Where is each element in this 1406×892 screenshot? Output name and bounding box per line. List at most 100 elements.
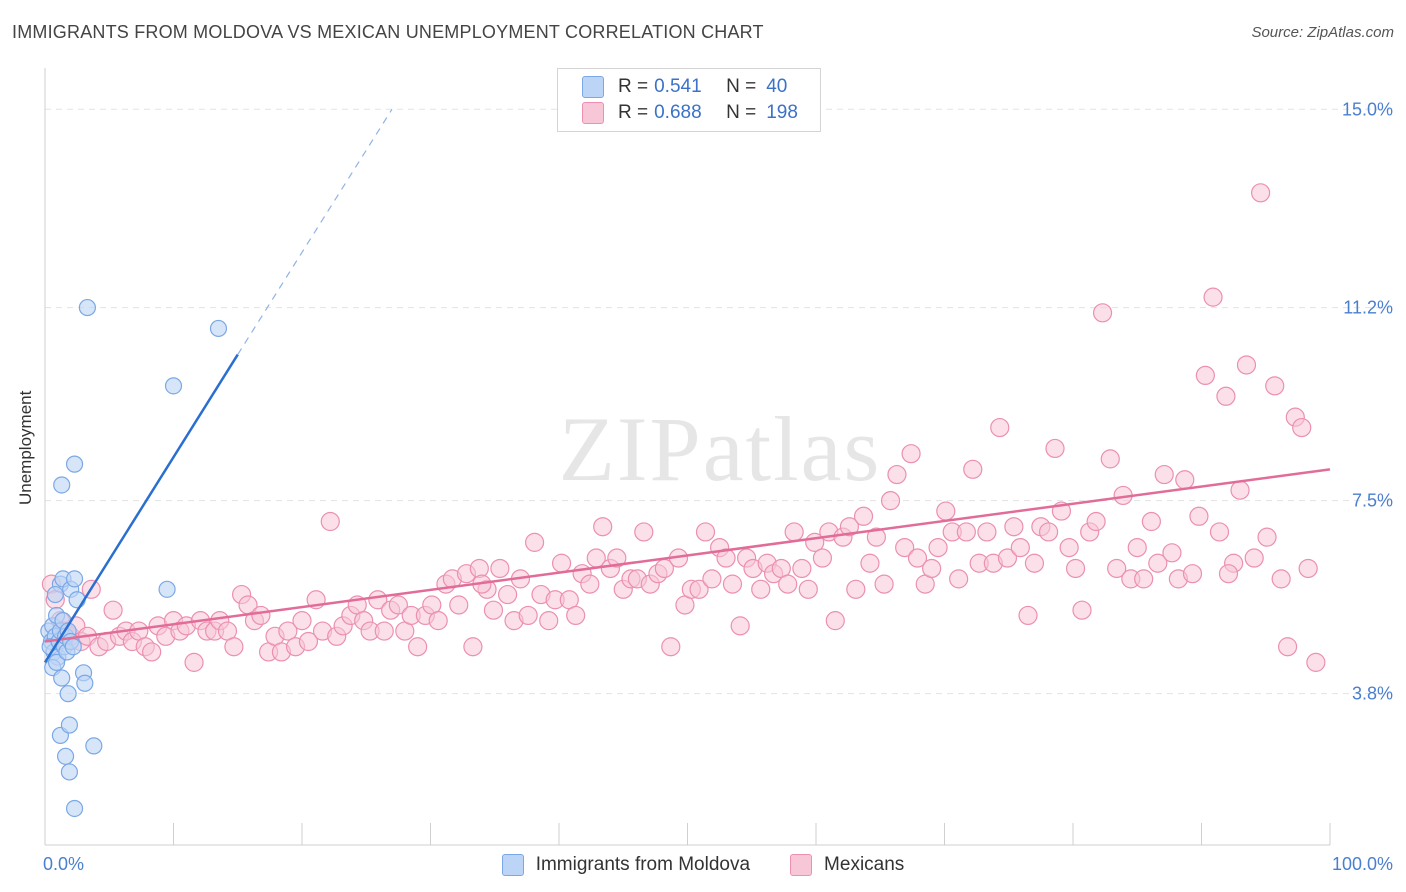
- data-point-moldova: [158, 580, 176, 598]
- legend-row-moldova: R = 0.541 N = 40: [582, 75, 787, 99]
- legend-n-label: N =: [726, 102, 757, 123]
- watermark: ZIPatlas: [559, 398, 882, 500]
- data-point-mexicans: [936, 501, 956, 521]
- data-point-mexicans: [901, 444, 921, 464]
- data-point-mexicans: [874, 574, 894, 594]
- x-tick-labels: 0.0% 100.0%: [43, 854, 1393, 874]
- data-point-mexicans: [812, 548, 833, 568]
- data-point-mexicans: [798, 579, 818, 599]
- data-point-mexicans: [1162, 543, 1182, 563]
- data-point-mexicans: [784, 522, 804, 542]
- data-point-moldova: [76, 674, 94, 692]
- data-point-moldova: [60, 763, 79, 781]
- data-point-mexicans: [278, 621, 298, 641]
- data-point-mexicans: [1189, 506, 1209, 526]
- data-point-mexicans: [408, 637, 428, 657]
- data-point-mexicans: [251, 605, 271, 626]
- data-point-moldova: [209, 319, 228, 338]
- data-point-mexicans: [518, 605, 538, 626]
- data-point-mexicans: [860, 553, 880, 573]
- data-point-mexicans: [730, 616, 750, 636]
- data-point-mexicans: [895, 537, 915, 558]
- data-point-mexicans: [1257, 527, 1277, 547]
- axes: [44, 68, 1331, 846]
- data-point-moldova: [65, 799, 84, 818]
- data-point-mexicans: [1195, 365, 1215, 386]
- data-point-mexicans: [607, 548, 627, 568]
- data-point-mexicans: [1107, 558, 1127, 579]
- data-point-moldova: [164, 377, 183, 395]
- legend-n-value: 198: [766, 102, 798, 123]
- data-point-mexicans: [1154, 464, 1174, 485]
- data-point-mexicans: [524, 532, 545, 552]
- data-point-mexicans: [490, 558, 510, 579]
- data-point-mexicans: [593, 517, 613, 537]
- trend-lines: [43, 108, 1331, 664]
- data-point-mexicans: [1004, 517, 1024, 537]
- data-point-mexicans: [1045, 438, 1065, 459]
- y-tick-label: 11.2%: [1343, 298, 1393, 318]
- data-point-mexicans: [661, 637, 681, 657]
- data-point-moldova: [78, 298, 97, 317]
- trend-line-moldova-extension: [237, 108, 393, 355]
- legend-swatch-mexicans: [582, 102, 604, 124]
- series-swatch-moldova: [501, 854, 524, 876]
- series-legend-moldova[interactable]: Immigrants from Moldova: [501, 852, 751, 878]
- data-point-mexicans: [792, 558, 812, 579]
- data-point-mexicans: [428, 611, 448, 631]
- data-point-mexicans: [1018, 605, 1038, 626]
- data-point-mexicans: [949, 569, 969, 589]
- data-point-mexicans: [142, 642, 162, 662]
- legend-row-mexicans: R = 0.688 N = 198: [582, 101, 798, 125]
- data-point-mexicans: [1182, 564, 1203, 584]
- chart-title: IMMIGRANTS FROM MOLDOVA VS MEXICAN UNEMP…: [12, 22, 764, 42]
- data-point-mexicans: [1072, 600, 1092, 620]
- series-legend: Immigrants from Moldova Mexicans: [0, 852, 1406, 878]
- legend-r-label: R =: [618, 76, 649, 97]
- data-point-mexicans: [483, 600, 504, 620]
- data-point-mexicans: [977, 522, 997, 542]
- data-point-mexicans: [1010, 537, 1030, 558]
- series-label-moldova: Immigrants from Moldova: [535, 854, 751, 875]
- data-point-moldova: [65, 570, 84, 588]
- series-legend-mexicans[interactable]: Mexicans: [790, 852, 904, 878]
- data-point-mexicans: [463, 637, 483, 657]
- y-axis-label: Unemployment: [16, 390, 35, 505]
- data-point-mexicans: [469, 558, 489, 579]
- data-point-mexicans: [498, 584, 518, 605]
- data-point-mexicans: [1203, 287, 1223, 307]
- data-point-mexicans: [825, 611, 845, 631]
- y-tick-label: 7.5%: [1352, 491, 1393, 511]
- data-point-mexicans: [1038, 522, 1059, 542]
- data-point-moldova: [60, 716, 79, 734]
- data-point-mexicans: [990, 417, 1010, 438]
- data-point-mexicans: [997, 548, 1018, 568]
- data-point-mexicans: [374, 621, 394, 641]
- data-point-moldova: [46, 585, 64, 604]
- data-point-mexicans: [1209, 522, 1230, 542]
- x-tick-label: 0.0%: [43, 854, 84, 874]
- data-point-mexicans: [449, 595, 469, 615]
- data-point-mexicans: [956, 522, 976, 542]
- y-tick-labels: 3.8% 7.5% 11.2% 15.0%: [1342, 99, 1393, 703]
- data-point-mexicans: [907, 548, 928, 568]
- moldova-points: [40, 298, 228, 818]
- data-point-mexicans: [1086, 511, 1106, 532]
- data-point-moldova: [65, 455, 84, 473]
- data-point-mexicans: [1175, 470, 1195, 490]
- data-point-mexicans: [1059, 537, 1079, 558]
- data-point-mexicans: [963, 459, 983, 479]
- legend-r-value: 0.688: [654, 102, 702, 123]
- data-point-mexicans: [880, 491, 901, 511]
- legend-n-value: 40: [766, 76, 788, 97]
- data-point-mexicans: [292, 611, 312, 631]
- data-point-moldova: [68, 591, 86, 609]
- data-point-mexicans: [1141, 511, 1161, 532]
- data-point-mexicans: [634, 522, 654, 542]
- data-point-mexicans: [928, 537, 948, 558]
- data-point-mexicans: [1134, 569, 1154, 589]
- data-point-moldova: [53, 669, 71, 687]
- legend-swatch-moldova: [582, 76, 604, 98]
- data-point-mexicans: [298, 631, 319, 652]
- series-label-mexicans: Mexicans: [824, 854, 905, 875]
